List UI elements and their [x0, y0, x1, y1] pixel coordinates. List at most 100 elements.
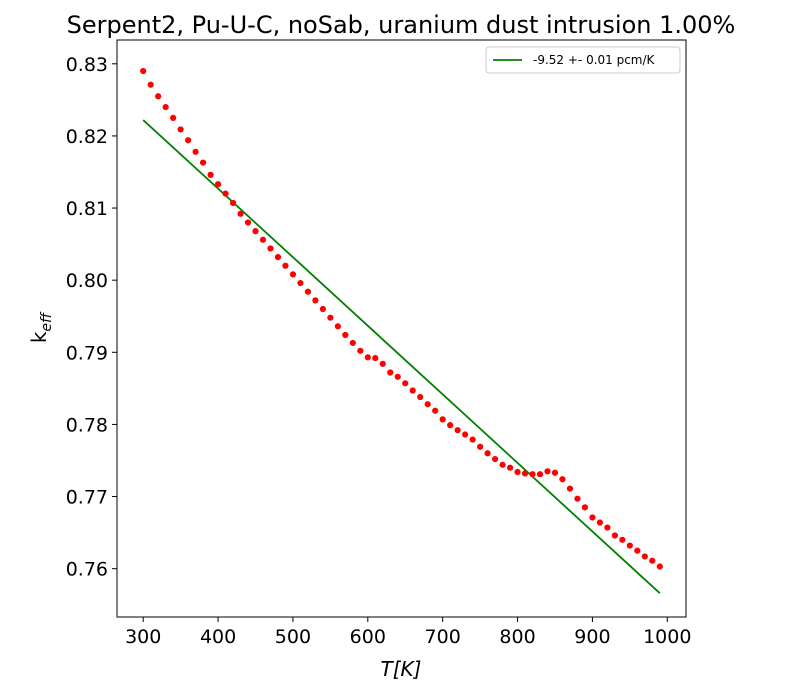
data-point [379, 360, 386, 367]
data-point [252, 228, 259, 235]
data-point [267, 245, 274, 252]
data-point [342, 331, 349, 339]
data-point [589, 514, 596, 521]
data-point [402, 380, 409, 387]
data-point [477, 443, 484, 450]
data-point [274, 253, 282, 261]
data-point [611, 532, 618, 539]
legend-box [485, 46, 681, 74]
data-point [439, 416, 446, 423]
data-point [199, 159, 207, 166]
data-point [641, 553, 648, 560]
data-point [244, 219, 252, 226]
data-point [536, 471, 544, 478]
y-tick-label: 0.83 [66, 54, 108, 76]
data-point [454, 427, 461, 434]
data-point [424, 401, 431, 408]
data-point [566, 485, 574, 492]
data-point [147, 81, 154, 88]
data-point [327, 314, 334, 321]
plot-frame [116, 39, 687, 618]
data-point [432, 407, 439, 414]
fit-line [142, 119, 661, 594]
data-point [491, 455, 499, 463]
data-point [372, 354, 379, 362]
legend: -9.52 +- 0.01 pcm/K [485, 46, 681, 74]
data-point [514, 468, 521, 476]
data-point [604, 524, 611, 531]
data-point [462, 431, 469, 438]
y-tick-label: 0.82 [66, 126, 108, 148]
y-axis-label-main: k [27, 331, 51, 343]
y-tick-label: 0.80 [66, 270, 108, 292]
data-point [357, 347, 364, 354]
data-point [170, 114, 177, 121]
data-point [259, 236, 267, 243]
svg-text:keff: keff [27, 311, 55, 343]
data-point [334, 323, 341, 330]
data-point [364, 354, 371, 361]
data-point [387, 369, 394, 376]
data-point [499, 461, 506, 468]
data-point [207, 171, 214, 178]
x-axis-label: T[K] [381, 657, 422, 681]
x-tick-label: 300 [125, 626, 161, 648]
x-tick-label: 700 [425, 626, 461, 648]
y-axis-ticks: 0.76 0.77 0.78 0.79 0.80 0.81 0.82 0.83 [66, 54, 117, 581]
data-point [634, 547, 641, 554]
data-point [417, 393, 424, 401]
data-point [177, 126, 184, 133]
data-point [155, 93, 162, 100]
y-tick-label: 0.77 [66, 487, 108, 509]
y-tick-label: 0.78 [66, 414, 108, 436]
data-point [349, 339, 356, 347]
data-point [544, 468, 551, 475]
data-point [222, 190, 229, 197]
data-point [297, 279, 304, 287]
data-point [469, 436, 476, 443]
data-point [656, 563, 663, 570]
x-tick-label: 600 [350, 626, 386, 648]
data-point [237, 210, 244, 217]
y-tick-label: 0.81 [66, 198, 108, 220]
data-point [162, 103, 169, 111]
x-tick-label: 400 [200, 626, 236, 648]
data-point [521, 470, 529, 477]
data-point [581, 504, 589, 511]
y-tick-label: 0.76 [66, 559, 108, 581]
data-point [484, 450, 491, 457]
data-point [626, 542, 633, 549]
data-point [229, 199, 237, 207]
data-point [619, 536, 626, 543]
x-tick-label: 900 [574, 626, 610, 648]
data-point [529, 471, 536, 478]
data-point [282, 262, 289, 269]
legend-entry-label: -9.52 +- 0.01 pcm/K [533, 53, 656, 67]
data-point [551, 469, 559, 476]
data-point [394, 373, 401, 380]
plot-content [140, 67, 663, 594]
x-tick-label: 800 [499, 626, 535, 648]
chart-title: Serpent2, Pu-U-C, noSab, uranium dust in… [67, 11, 736, 39]
data-point [192, 148, 199, 155]
data-point [506, 464, 514, 471]
data-point [304, 288, 312, 295]
data-point [574, 495, 581, 502]
y-axis-label-subscript: eff [39, 311, 55, 332]
data-point [447, 422, 454, 429]
data-point [409, 387, 416, 394]
data-point [312, 297, 319, 304]
y-axis-label: keff [27, 311, 55, 343]
x-tick-label: 500 [275, 626, 311, 648]
x-tick-label: 1000 [643, 626, 691, 648]
data-point [289, 271, 297, 278]
y-tick-label: 0.79 [66, 342, 108, 364]
data-point [559, 476, 566, 483]
x-axis-ticks: 300 400 500 600 700 800 900 1000 [125, 617, 691, 648]
data-point [185, 137, 192, 144]
data-point [140, 67, 147, 75]
data-point [214, 181, 222, 188]
data-point [319, 305, 326, 313]
